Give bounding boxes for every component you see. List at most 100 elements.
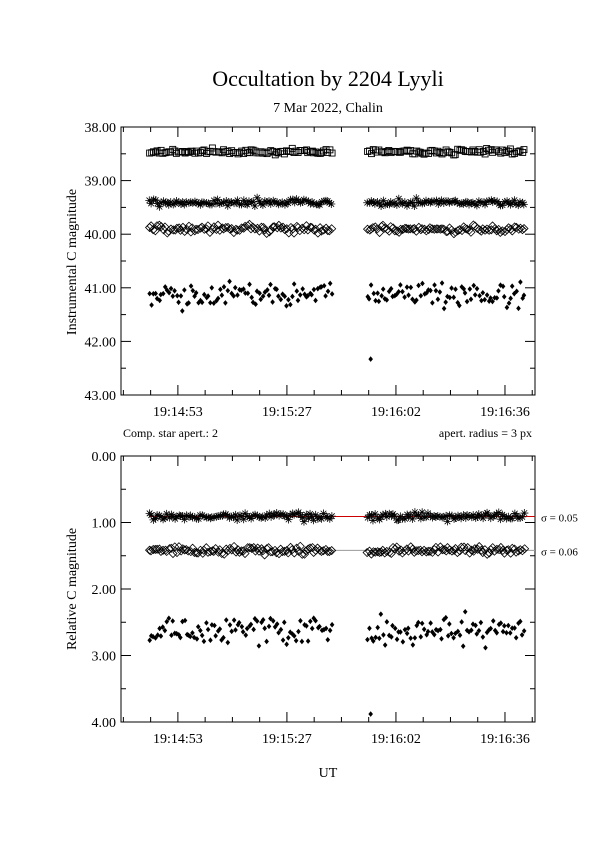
data-point xyxy=(180,308,185,314)
data-point xyxy=(294,546,304,556)
data-point xyxy=(443,614,449,621)
data-point xyxy=(465,200,474,209)
data-point xyxy=(202,198,211,207)
sigma-label-comparison-2: σ = 0.06 xyxy=(541,546,578,558)
data-point xyxy=(180,545,190,555)
data-point xyxy=(282,224,292,234)
data-point xyxy=(418,634,424,640)
data-point xyxy=(297,292,303,298)
data-point xyxy=(321,282,327,289)
data-point xyxy=(411,546,421,556)
data-point xyxy=(428,620,433,626)
data-point xyxy=(406,510,415,519)
data-point xyxy=(488,543,498,553)
data-point xyxy=(466,227,476,237)
data-point xyxy=(310,149,318,157)
data-point xyxy=(231,547,241,557)
data-point xyxy=(488,198,497,207)
data-point xyxy=(215,295,221,302)
data-point xyxy=(156,221,166,232)
data-point xyxy=(469,546,479,556)
data-point xyxy=(235,292,240,298)
data-point xyxy=(439,635,444,642)
y-ticks xyxy=(121,455,535,723)
data-point xyxy=(486,514,495,523)
relative-magnitude-panel: 0.001.002.003.004.00 19:14:53 19:15:27 19:… xyxy=(65,450,578,747)
data-point xyxy=(247,514,256,523)
data-point xyxy=(451,151,459,159)
data-point xyxy=(269,222,279,232)
data-point xyxy=(294,149,302,156)
data-point xyxy=(253,193,262,202)
data-point xyxy=(425,628,431,635)
data-point xyxy=(435,296,441,303)
data-point xyxy=(248,621,254,628)
data-point xyxy=(371,290,377,297)
data-point xyxy=(435,224,445,234)
data-point xyxy=(519,632,525,638)
data-point xyxy=(295,226,305,236)
data-point xyxy=(504,629,509,636)
data-point xyxy=(172,287,177,294)
data-point xyxy=(258,200,267,209)
data-point xyxy=(515,545,525,555)
data-point xyxy=(460,643,466,649)
data-point xyxy=(188,283,194,289)
data-point xyxy=(508,514,517,523)
data-point xyxy=(230,199,239,208)
data-point xyxy=(370,199,379,208)
data-point xyxy=(483,508,492,517)
data-point xyxy=(325,198,334,207)
data-point xyxy=(244,625,250,632)
data-point xyxy=(282,512,291,521)
data-point xyxy=(290,293,295,300)
data-point xyxy=(378,220,388,230)
data-point xyxy=(178,293,184,299)
data-point xyxy=(480,289,486,296)
data-point xyxy=(420,198,429,207)
data-point xyxy=(145,196,154,205)
data-point xyxy=(373,297,378,304)
data-point xyxy=(313,297,318,304)
data-point xyxy=(182,198,191,207)
data-point xyxy=(165,513,174,522)
data-point xyxy=(264,638,269,645)
data-point xyxy=(473,512,482,521)
data-point xyxy=(431,631,437,638)
data-point xyxy=(430,197,439,206)
data-point xyxy=(182,617,188,624)
data-point xyxy=(284,199,293,208)
data-point xyxy=(484,292,490,298)
data-point xyxy=(519,200,528,209)
y-tick-label: 39.00 xyxy=(85,175,117,190)
data-point xyxy=(494,630,500,636)
data-point xyxy=(300,286,305,292)
data-point xyxy=(282,545,292,556)
data-point xyxy=(196,299,201,306)
data-point xyxy=(284,641,289,648)
data-point xyxy=(159,515,168,524)
data-point xyxy=(386,197,395,206)
data-point xyxy=(168,548,178,559)
data-point xyxy=(191,548,202,558)
data-point xyxy=(211,300,217,306)
data-point xyxy=(288,224,298,234)
data-point xyxy=(321,626,327,633)
data-point xyxy=(431,542,441,552)
data-point xyxy=(176,546,186,556)
data-point xyxy=(373,514,382,523)
data-point xyxy=(290,510,299,519)
data-point xyxy=(441,305,447,312)
x-tick-label: 19:16:36 xyxy=(480,732,530,747)
data-point xyxy=(459,619,464,625)
data-point xyxy=(274,286,279,293)
data-point xyxy=(152,544,162,554)
aperture-radius-note: apert. radius = 3 px xyxy=(439,426,532,440)
data-point xyxy=(225,513,234,522)
data-point xyxy=(269,147,277,155)
data-point xyxy=(309,516,318,525)
data-point xyxy=(457,199,466,208)
data-point xyxy=(437,289,443,295)
data-point xyxy=(199,224,209,234)
data-point xyxy=(462,608,468,615)
